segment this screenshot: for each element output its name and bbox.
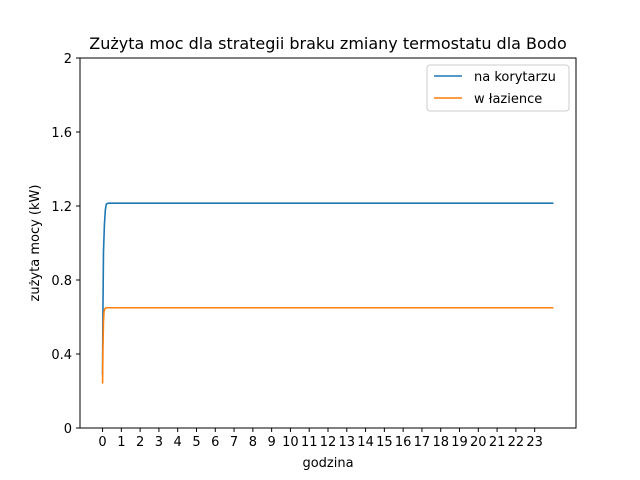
x-tick-label: 6: [211, 435, 219, 450]
x-tick-label: 10: [282, 435, 299, 450]
x-axis: 0 1 2 3 4 5 6 7 8 9 10 11 12 13 14 15 16 17 18 19 20 21 22 23: [98, 428, 543, 450]
x-tick-label: 22: [508, 435, 525, 450]
series-line-2: [101, 306, 554, 384]
series-layer: [101, 202, 554, 384]
y-tick-label: 2: [64, 52, 72, 67]
chart-title: Zużyta moc dla strategii braku zmiany te…: [89, 34, 567, 53]
y-axis: 0 0.4 0.8 1.2 1.6 2: [51, 52, 80, 437]
x-tick-label: 3: [155, 435, 163, 450]
x-tick-label: 20: [470, 435, 487, 450]
x-tick-label: 23: [526, 435, 543, 450]
x-tick-label: 18: [432, 435, 449, 450]
plot-frame: [79, 57, 577, 429]
x-tick-label: 13: [339, 435, 356, 450]
y-axis-label: zużyta mocy (kW): [28, 185, 43, 302]
series-line-1: [101, 202, 554, 375]
x-tick-label: 8: [249, 435, 257, 450]
x-tick-label: 16: [395, 435, 412, 450]
x-tick-label: 9: [267, 435, 275, 450]
x-tick-label: 5: [192, 435, 200, 450]
x-tick-label: 17: [414, 435, 431, 450]
x-tick-label: 11: [301, 435, 318, 450]
x-tick-label: 2: [136, 435, 144, 450]
legend-box: [426, 64, 570, 112]
y-tick-label: 0.8: [51, 274, 72, 289]
x-tick-label: 4: [174, 435, 182, 450]
x-tick-label: 12: [320, 435, 337, 450]
x-tick-label: 14: [357, 435, 374, 450]
legend-label: na korytarzu: [474, 70, 556, 85]
x-tick-label: 21: [489, 435, 506, 450]
plot-area: [79, 57, 577, 429]
x-tick-label: 15: [376, 435, 393, 450]
legend-label: w łazience: [474, 92, 542, 107]
y-tick-label: 1.6: [51, 126, 72, 141]
y-tick-label: 0: [64, 422, 72, 437]
x-axis-label: godzina: [302, 456, 353, 471]
y-tick-label: 1.2: [51, 200, 72, 215]
x-tick-label: 1: [117, 435, 125, 450]
x-tick-label: 0: [98, 435, 106, 450]
legend: na korytarzu w łazience: [426, 64, 570, 112]
x-tick-label: 7: [230, 435, 238, 450]
y-tick-label: 0.4: [51, 348, 72, 363]
x-tick-label: 19: [451, 435, 468, 450]
